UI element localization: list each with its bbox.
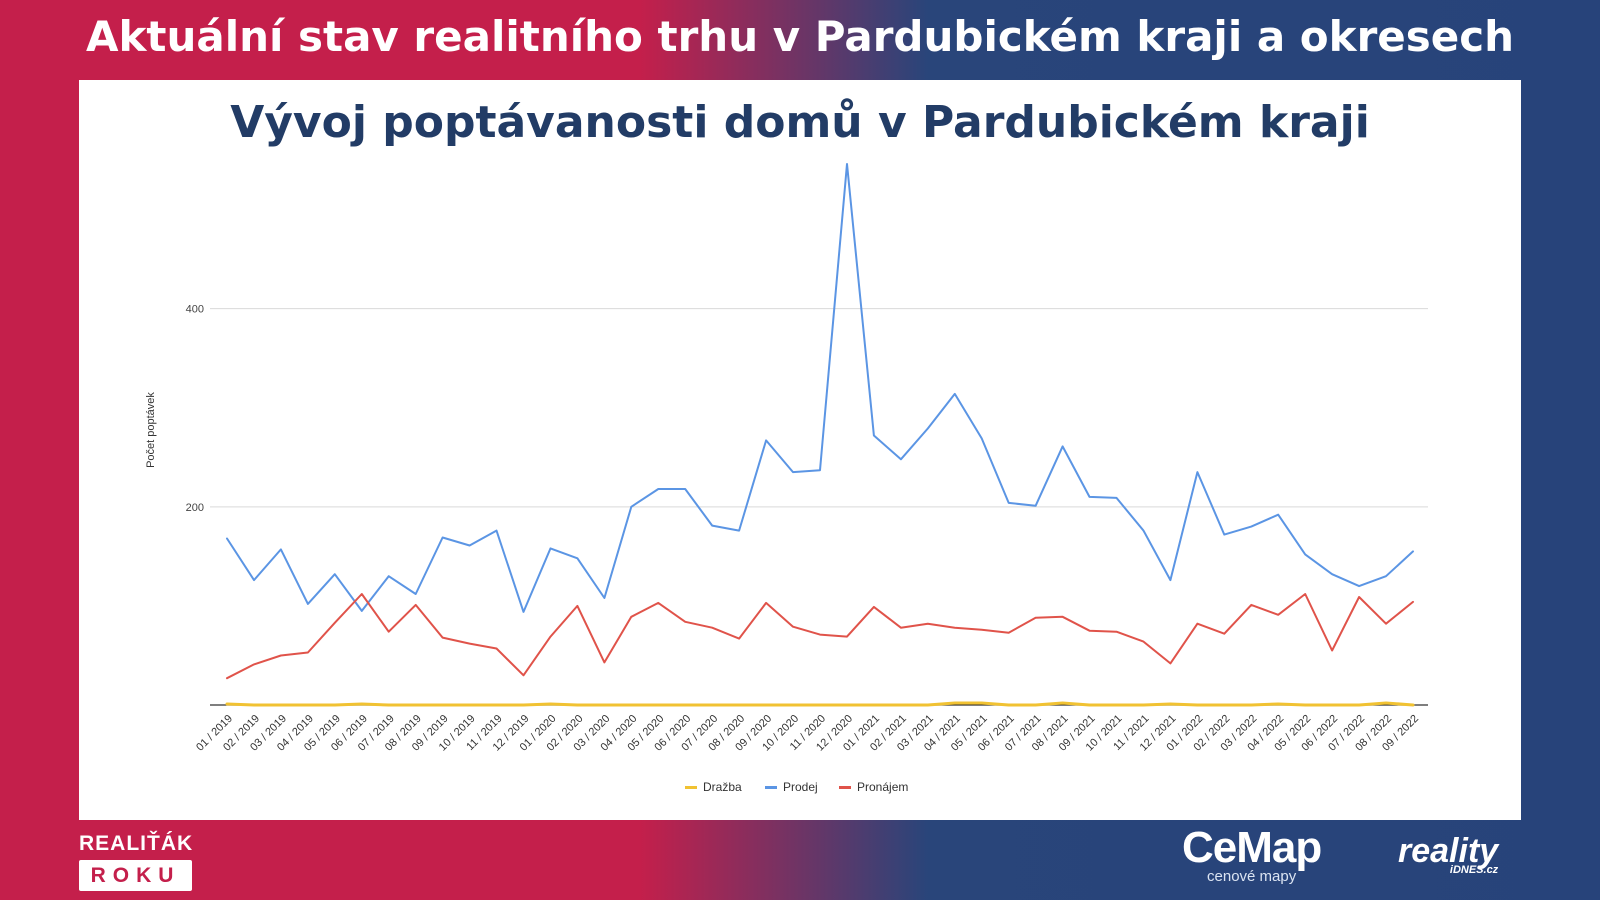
legend-label: Pronájem	[857, 780, 908, 794]
grid-lines: 200 400	[186, 304, 1428, 706]
reality-logo-main: reality	[1398, 832, 1499, 870]
series-line-drazba	[225, 701, 1415, 707]
legend-swatch	[839, 786, 851, 789]
reality-logo-sub: iDNES.cz	[1449, 864, 1499, 876]
chart-title: Vývoj poptávanosti domů v Pardubickém kr…	[230, 97, 1370, 148]
reality-idnes-logo: reality iDNES.cz	[1398, 834, 1498, 876]
line-chart: Vývoj poptávanosti domů v Pardubickém kr…	[145, 97, 1428, 794]
chart-panel: Vývoj poptávanosti domů v Pardubickém kr…	[79, 80, 1521, 820]
series-lines	[225, 163, 1415, 707]
realitak-logo-bottom: ROKU	[79, 860, 192, 891]
series-line-pronajem	[226, 593, 1414, 680]
y-tick-label: 200	[186, 502, 204, 514]
realitak-logo-top: REALIŤÁK	[79, 832, 194, 855]
legend-label: Dražba	[703, 780, 742, 794]
legend-label: Prodej	[783, 780, 818, 794]
legend-swatch	[685, 786, 697, 789]
series-line-prodej	[226, 163, 1414, 613]
legend-swatch	[765, 786, 777, 789]
y-axis-label: Počet poptávek	[145, 392, 157, 468]
chart-legend: Dražba Prodej Pronájem	[685, 780, 908, 794]
banner-title: Aktuální stav realitního trhu v Pardubic…	[85, 12, 1515, 61]
cemap-logo-sub: cenové mapy	[1207, 868, 1297, 885]
cemap-logo: CeMap cenové mapy	[1182, 823, 1322, 886]
realitak-roku-logo: REALIŤÁK ROKU	[79, 832, 193, 891]
cemap-logo-main: CeMap	[1182, 823, 1322, 872]
y-tick-label: 400	[186, 304, 204, 316]
